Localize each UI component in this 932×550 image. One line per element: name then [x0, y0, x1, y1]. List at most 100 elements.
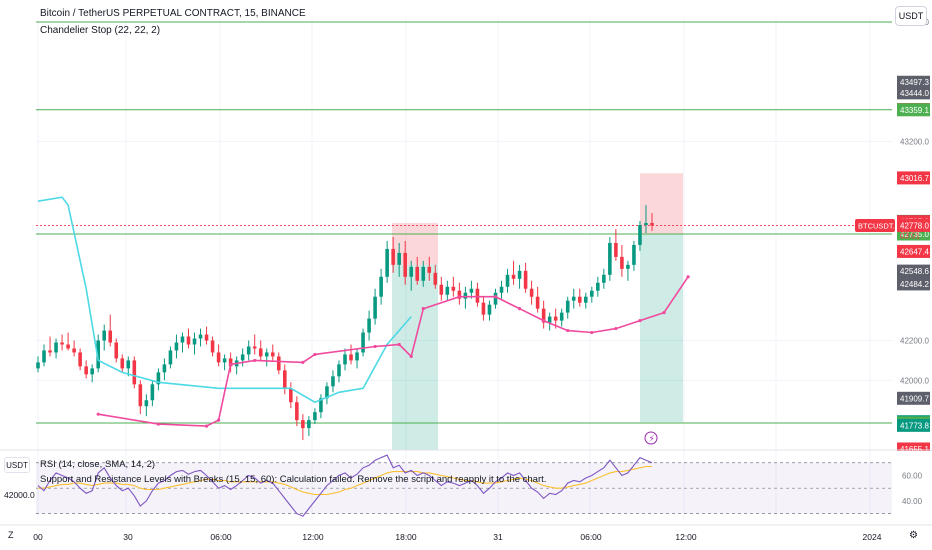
candle-body — [313, 412, 317, 421]
time-tick-label: 2024 — [863, 532, 882, 542]
candle-body — [162, 364, 167, 373]
candle-body — [96, 340, 100, 369]
candle-body — [632, 244, 636, 265]
lightning-icon — [644, 431, 658, 445]
time-tick-label: 31 — [493, 532, 503, 542]
price-label: 42735.0 — [900, 230, 929, 239]
candle-body — [337, 364, 341, 377]
price-tick-label: 42200.0 — [900, 337, 929, 346]
candle-body — [258, 348, 263, 357]
price-label: 42647.4 — [900, 247, 929, 256]
candle-body — [638, 225, 642, 245]
long-target-zone — [640, 234, 683, 423]
candle-body — [505, 274, 510, 287]
candle-body — [361, 332, 365, 353]
price-label: 42548.6 — [900, 267, 929, 276]
price-label-bg — [897, 103, 930, 117]
price-label: 43016.7 — [900, 174, 929, 183]
candle-body — [102, 330, 107, 341]
candle-body — [397, 252, 401, 265]
candle-body — [331, 376, 335, 387]
symbol-tag: BTCUSDT.P — [858, 221, 900, 230]
candle-body — [108, 330, 113, 343]
candle-body — [132, 360, 137, 385]
candle-body — [84, 366, 88, 375]
time-tick-label: 30 — [123, 532, 133, 542]
currency-button[interactable]: USDT — [895, 6, 927, 26]
rsi-left-price: 42000.0 — [4, 490, 35, 500]
candle-body — [547, 316, 552, 323]
time-tick-label: 06:00 — [210, 532, 232, 542]
candle-body — [168, 350, 173, 365]
countdown-label: 03:01 — [900, 231, 921, 240]
candle-body — [487, 304, 492, 315]
rsi-axis-bg — [892, 451, 932, 521]
candle-body — [301, 420, 305, 429]
price-label-bg — [897, 391, 930, 405]
rsi-legend[interactable]: RSI (14, close, SMA, 14, 2) — [40, 459, 156, 470]
candle-body — [409, 266, 414, 277]
position-zones — [392, 173, 683, 450]
candle-body — [126, 360, 131, 369]
candle-body — [252, 346, 257, 349]
price-label: 41655.1 — [900, 445, 929, 454]
candle-body — [307, 420, 311, 429]
chandelier-short-line-dot — [253, 358, 257, 363]
support-resistance-lines — [36, 21, 892, 424]
candle-body — [216, 352, 221, 363]
sr-error-legend[interactable]: Support and Resistance Levels with Break… — [40, 474, 547, 485]
candle-body — [457, 290, 462, 299]
chandelier-short-line — [98, 276, 689, 427]
candle-body — [78, 352, 82, 367]
candle-body — [644, 223, 648, 226]
candle-body — [295, 402, 299, 421]
indicator-legend[interactable]: Chandelier Stop (22, 22, 2) — [40, 25, 161, 36]
lightning-icon-glyph: ⚡ — [649, 435, 655, 445]
chandelier-short-line-dot — [156, 422, 160, 426]
price-label-bg — [897, 418, 930, 432]
chandelier-short-line-dot — [373, 344, 377, 349]
chart-title: Bitcoin / TetherUS PERPETUAL CONTRACT, 1… — [40, 8, 306, 19]
timezone-z-label[interactable]: Z — [8, 530, 14, 540]
candle-body — [289, 388, 293, 403]
chandelier-stop — [37, 196, 690, 428]
rsi-pane: 60.00 40.00 — [0, 449, 932, 521]
candle-body — [138, 384, 143, 407]
candle-body — [60, 342, 64, 345]
candle-body — [553, 316, 558, 321]
candle-body — [385, 248, 389, 277]
candle-body — [650, 223, 654, 226]
chandelier-short-line-dot — [301, 360, 305, 365]
chandelier-short-line-dot — [96, 412, 100, 416]
price-label-bg — [897, 264, 930, 278]
time-tick-label: 18:00 — [395, 532, 417, 542]
price-label: 43359.1 — [900, 106, 929, 115]
chandelier-short-line-dot — [397, 342, 401, 347]
chandelier-short-line-dot — [216, 418, 221, 422]
candle-body — [156, 372, 161, 385]
candle-body — [222, 358, 227, 363]
candle-body — [523, 270, 528, 289]
candle-body — [451, 286, 456, 291]
chandelier-short-line-dot — [517, 307, 522, 311]
candle-body — [283, 370, 287, 389]
candle-body — [620, 256, 624, 269]
candle-body — [445, 286, 450, 295]
chandelier-short-line-dot — [686, 275, 690, 279]
time-tick-label: 12:00 — [675, 532, 697, 542]
chandelier-short-line-dot — [409, 354, 413, 359]
chandelier-short-line-dot — [614, 326, 618, 331]
candle-body — [583, 296, 588, 303]
price-label: 41909.7 — [900, 394, 929, 403]
price-tick-label: 43200.0 — [900, 137, 929, 146]
rsi-currency-button[interactable]: USDT — [4, 457, 30, 473]
candle-body — [276, 356, 281, 371]
candle-body — [535, 296, 540, 309]
gear-icon[interactable]: ⚙ — [909, 530, 918, 541]
candle-body — [559, 312, 564, 321]
candle-body — [192, 338, 197, 345]
price-tick-label: 42000.0 — [900, 376, 929, 385]
rsi-ma-line — [38, 465, 652, 496]
candle-body — [319, 398, 323, 413]
